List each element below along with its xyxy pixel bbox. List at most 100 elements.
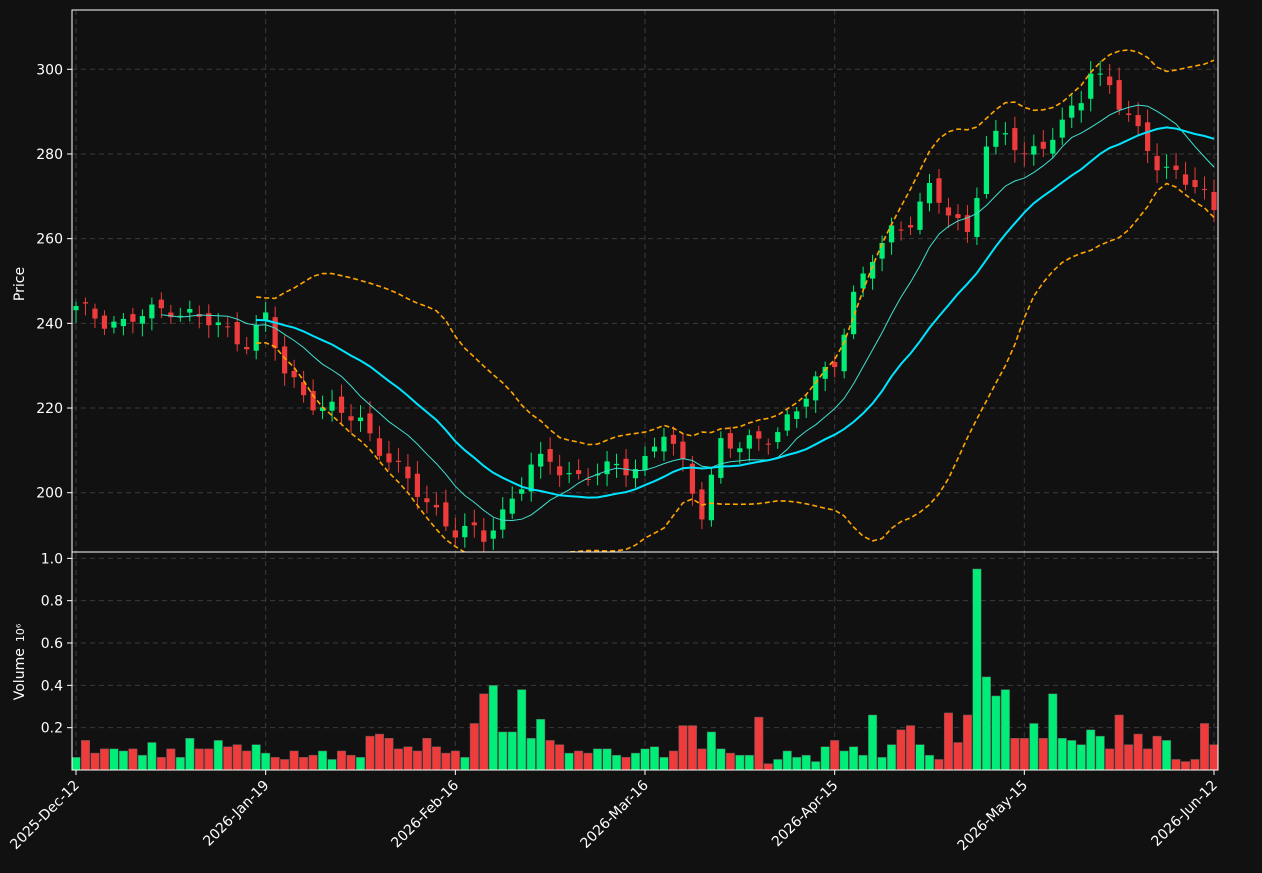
candle-body <box>623 458 629 476</box>
volume-bar <box>991 695 1001 770</box>
volume-bar <box>1171 759 1181 770</box>
volume-bar <box>213 740 223 770</box>
moving-average-slow-line <box>256 126 1215 499</box>
candle-body <box>1021 153 1027 155</box>
candle-body <box>632 469 639 479</box>
candle-body <box>82 302 89 304</box>
volume-bar <box>924 754 935 770</box>
volume-bar <box>773 759 783 770</box>
volume-bar <box>621 757 631 770</box>
volume-bar <box>488 685 498 770</box>
volume-tick-label: 0.8 <box>41 594 63 610</box>
volume-tick-label: 0.2 <box>41 721 63 737</box>
volume-bar <box>526 738 536 770</box>
candle-body <box>282 346 288 374</box>
volume-bar <box>147 742 157 770</box>
price-tick-label: 220 <box>36 401 63 417</box>
candle-body <box>869 261 876 279</box>
bollinger-upper-line <box>256 49 1215 446</box>
volume-bar <box>801 754 811 770</box>
candle-body <box>319 407 326 411</box>
volume-bar <box>1048 693 1058 770</box>
candle-body <box>708 474 714 521</box>
candle-body <box>1069 105 1075 118</box>
candle-body <box>395 460 402 462</box>
candle-body <box>1002 133 1008 135</box>
candle-body <box>794 411 800 419</box>
volume-bar <box>877 757 887 770</box>
price-panel: 200 220 240 260 280 300 <box>36 9 1219 553</box>
candle-body <box>1201 188 1208 190</box>
candle-body <box>519 489 525 494</box>
candle-body <box>386 453 392 463</box>
candle-body <box>1116 80 1122 110</box>
volume-bar <box>763 763 773 770</box>
volume-bar <box>1152 735 1162 770</box>
x-tick-label: 2026-Feb-16 <box>388 777 462 851</box>
volume-bar <box>602 748 612 770</box>
volume-bar <box>384 738 394 770</box>
candle-body <box>983 146 990 195</box>
x-tick-label: 2026-Apr-15 <box>769 778 842 851</box>
volume-bar <box>906 725 916 770</box>
volume-bar <box>612 754 622 770</box>
volume-bar <box>811 761 821 770</box>
volume-bar <box>1057 738 1067 770</box>
candle-body <box>1107 76 1113 86</box>
volume-bar <box>1038 738 1048 770</box>
candle-body <box>101 315 108 329</box>
candle-body <box>452 530 458 538</box>
volume-bar <box>943 712 953 770</box>
volume-bar <box>887 744 897 770</box>
candle-body <box>661 436 667 452</box>
candle-body <box>1040 141 1046 149</box>
volume-bar <box>981 676 991 770</box>
volume-bar <box>583 752 593 770</box>
volume-bar <box>308 754 318 770</box>
volume-bar <box>972 568 982 770</box>
candle-body <box>860 273 866 289</box>
volume-bar <box>175 757 185 770</box>
candle-body <box>206 313 212 326</box>
volume-bar <box>820 746 830 770</box>
volume-bar <box>299 757 309 770</box>
candle-body <box>775 432 781 443</box>
volume-bar <box>545 740 555 770</box>
candle-body <box>177 315 183 317</box>
volume-tick-label: 0.6 <box>41 636 63 652</box>
volume-bar <box>280 759 290 770</box>
candle-body <box>1050 139 1056 154</box>
volume-bar <box>412 750 422 770</box>
candle-body <box>376 438 383 456</box>
volume-bar <box>185 738 195 770</box>
candle-body <box>746 435 752 449</box>
volume-axis-label: Volume 10⁶ <box>12 623 28 700</box>
candle-body <box>538 453 544 467</box>
volume-bar <box>1105 748 1115 770</box>
candle-body <box>1154 155 1160 171</box>
candle-body <box>585 479 591 481</box>
volume-bar <box>166 748 176 770</box>
candle-body <box>215 322 221 325</box>
volume-bar <box>1029 723 1039 770</box>
candle-body <box>718 438 724 478</box>
volume-bar <box>109 748 119 770</box>
volume-bar <box>754 716 764 770</box>
volume-bar <box>365 735 375 770</box>
candle-body <box>414 473 421 497</box>
candle-body <box>130 314 136 322</box>
volume-bar <box>450 750 460 770</box>
candle-body <box>424 498 430 503</box>
candle-body <box>784 414 790 431</box>
candle-body <box>443 502 449 527</box>
candle-body <box>1173 165 1179 170</box>
candle-body <box>149 304 155 319</box>
candle-body <box>158 299 164 309</box>
price-tick-label: 240 <box>36 316 63 332</box>
x-tick-label: 2026-Jan-19 <box>200 778 272 850</box>
volume-bar <box>479 693 489 770</box>
candle-body <box>822 366 828 379</box>
candle-body <box>168 312 174 318</box>
volume-bar <box>355 757 366 770</box>
volume-bar <box>896 729 906 770</box>
